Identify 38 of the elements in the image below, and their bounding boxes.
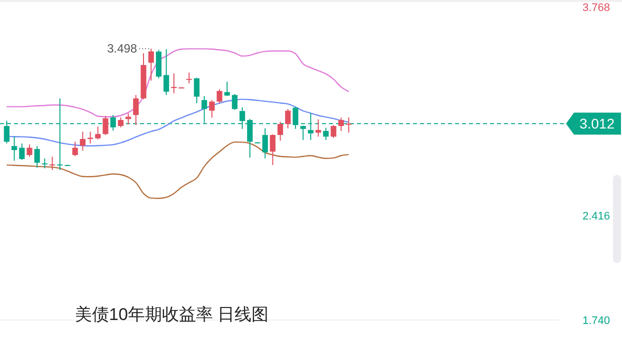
candlestick: [262, 128, 268, 159]
y-tick-label: 1.740: [582, 315, 610, 327]
candlestick: [316, 118, 322, 138]
candlestick: [216, 88, 222, 104]
candlestick: [42, 158, 48, 169]
candlestick: [95, 126, 101, 140]
candlestick: [133, 94, 139, 126]
candlestick: [164, 48, 170, 96]
candlestick: [19, 142, 25, 160]
annotation: 3.498: [107, 42, 138, 56]
candlestick: [171, 72, 177, 94]
candlestick: [12, 136, 18, 162]
candlestick: [148, 48, 154, 82]
y-tick-label: 2.416: [582, 210, 610, 223]
candlestick: [232, 94, 238, 110]
candlestick: [270, 134, 276, 166]
text: 美债10年期收益率 日线图: [75, 305, 269, 324]
candlestick: [118, 116, 124, 128]
candlestick: [186, 72, 192, 84]
candlestick: [285, 108, 291, 129]
candlestick: [330, 124, 336, 138]
candlestick: [26, 144, 32, 158]
candlestick: [34, 146, 40, 168]
candlestick: [338, 117, 344, 132]
candlestick: [209, 100, 215, 118]
candlestick: [102, 115, 108, 136]
candlestick: [80, 131, 86, 152]
candlestick: [126, 112, 132, 125]
y-tick-label: 3.768: [582, 2, 610, 14]
candlestick: [50, 156, 56, 170]
ref-line-label: 3.012: [579, 116, 615, 132]
candlestick: [88, 131, 94, 144]
candlestick: [346, 116, 352, 134]
candlestick: [224, 81, 230, 96]
candlestick: [194, 77, 200, 104]
candlestick: [323, 127, 329, 141]
candlestick: [72, 141, 78, 157]
candlestick: [278, 121, 284, 142]
